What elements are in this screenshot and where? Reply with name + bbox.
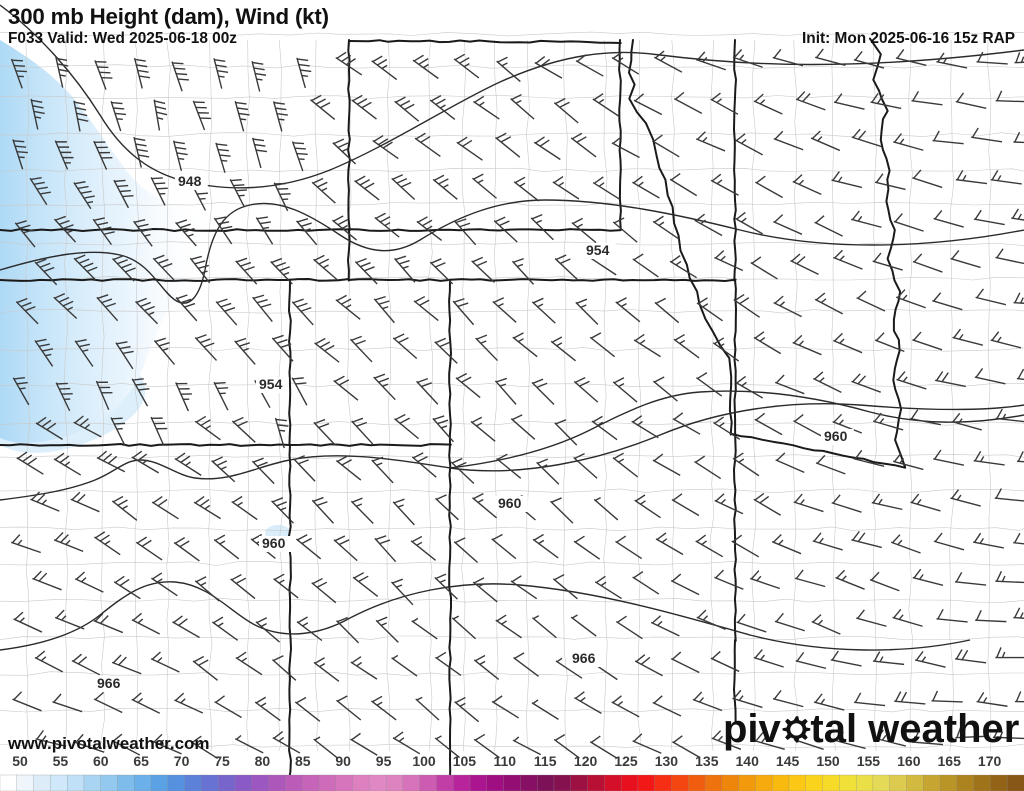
svg-text:954: 954 <box>259 376 283 392</box>
svg-text:960: 960 <box>262 535 286 551</box>
svg-text:960: 960 <box>824 428 848 444</box>
svg-text:948: 948 <box>178 173 202 189</box>
svg-text:954: 954 <box>586 242 610 258</box>
svg-text:966: 966 <box>572 650 596 666</box>
svg-text:960: 960 <box>498 495 522 511</box>
svg-text:966: 966 <box>97 675 121 691</box>
